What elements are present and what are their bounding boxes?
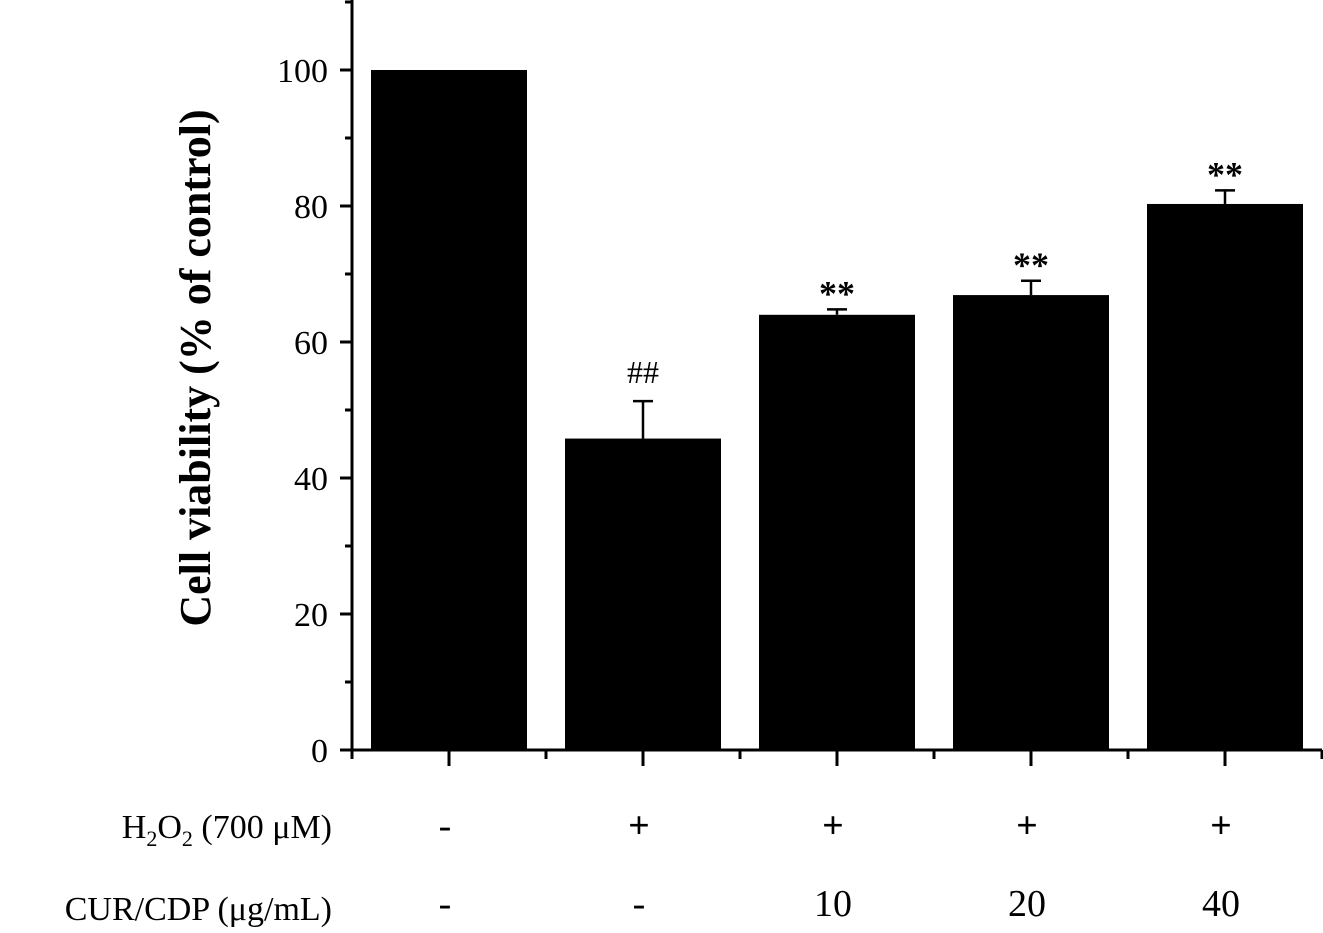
bar (1147, 203, 1303, 750)
y-tick-label: 100 (277, 53, 328, 90)
bars (371, 70, 1303, 750)
y-ticks: 0 20 40 60 80 100 (277, 0, 352, 770)
x-ticks (350, 750, 1323, 766)
cur-cdp-row-label: CUR/CDP (μg/mL) (65, 891, 332, 928)
bar (371, 70, 527, 750)
significance-labels: ## ** ** ** (627, 154, 1243, 390)
bar (953, 295, 1109, 750)
significance-label: ** (1013, 245, 1049, 285)
bar (565, 438, 721, 750)
error-bars (633, 189, 1235, 439)
significance-label: ** (819, 273, 855, 313)
condition-value: - (439, 883, 452, 925)
y-tick-label: 0 (311, 733, 328, 770)
condition-value: + (1210, 805, 1232, 847)
y-tick-label: 20 (294, 597, 328, 634)
y-tick-label: 80 (294, 189, 328, 226)
h2o2-row-values: - + + + + (439, 805, 1232, 847)
condition-value: 20 (1008, 883, 1046, 925)
condition-value: + (628, 805, 650, 847)
condition-value: + (822, 805, 844, 847)
significance-label: ** (1207, 154, 1243, 194)
significance-label: ## (627, 354, 659, 390)
y-axis-label: Cell viability (% of control) (171, 109, 220, 626)
condition-value: + (1016, 805, 1038, 847)
condition-value: - (439, 805, 452, 847)
condition-value: - (633, 883, 646, 925)
bar (759, 314, 915, 750)
y-tick-label: 60 (294, 325, 328, 362)
condition-value: 10 (814, 883, 852, 925)
y-tick-label: 40 (294, 461, 328, 498)
cur-cdp-row-values: - - 10 20 40 (439, 883, 1240, 925)
condition-value: 40 (1202, 883, 1240, 925)
h2o2-row-label: H2O2 (700 μM) (122, 809, 332, 851)
